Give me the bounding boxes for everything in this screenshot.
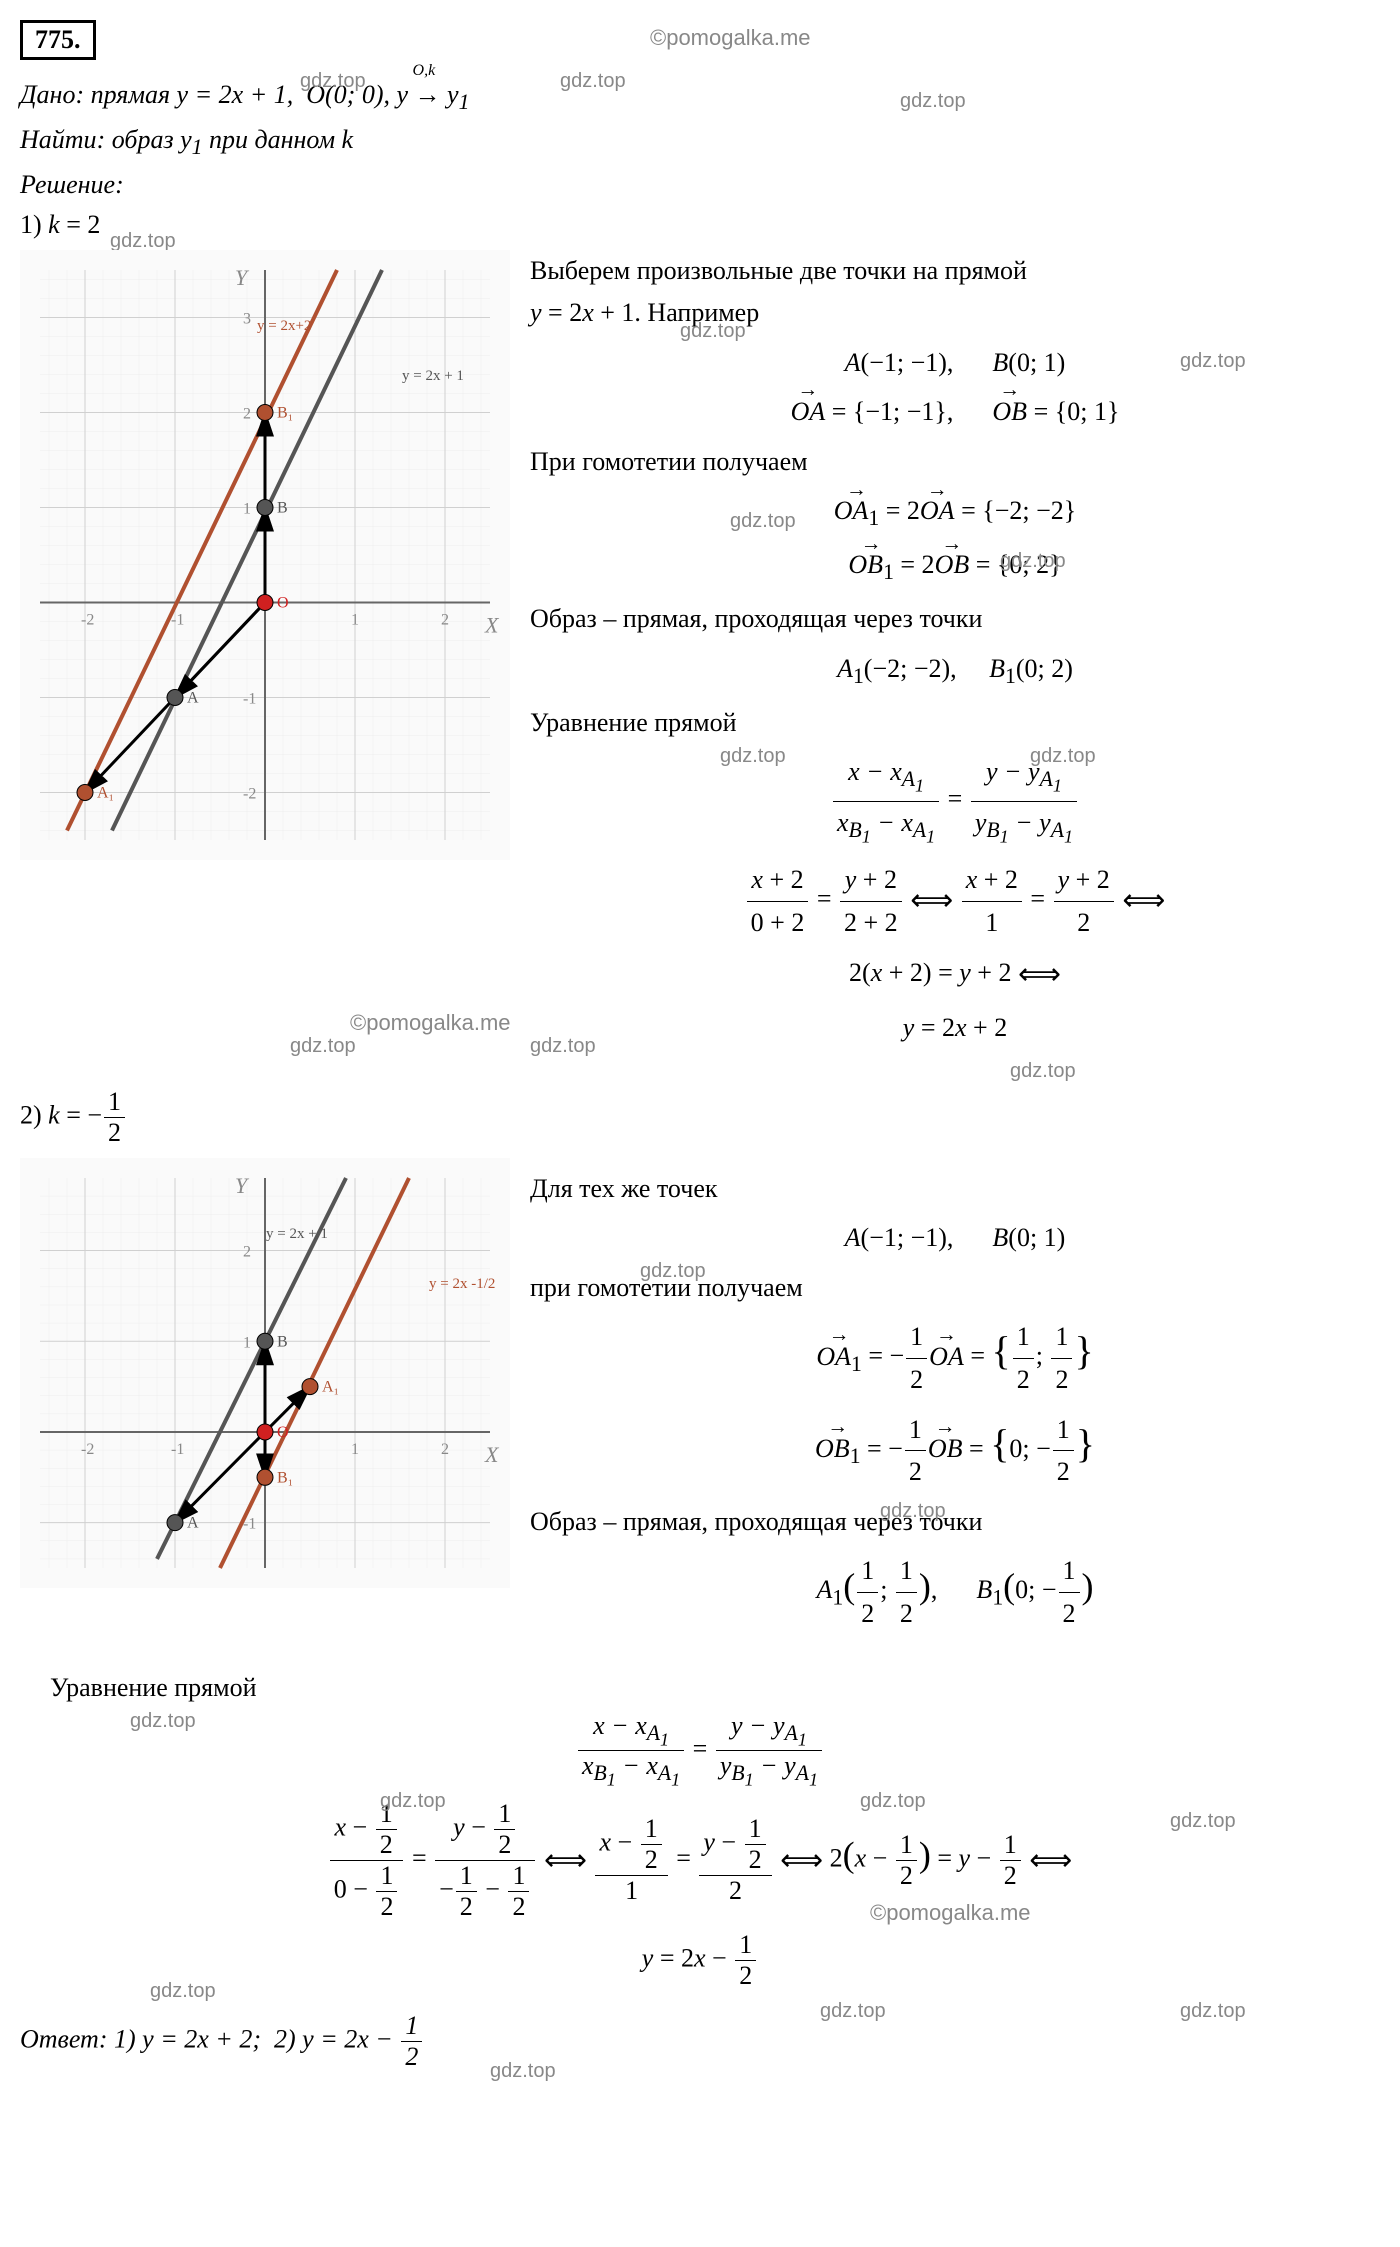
svg-text:X: X [484, 613, 500, 638]
case2-eq1: x − xA1xB1 − xA1 = y − yA1yB1 − yA1 [20, 1711, 1380, 1791]
watermark-gdz: gdz.top [1010, 1060, 1076, 1083]
svg-text:y = 2x -1/2: y = 2x -1/2 [429, 1276, 495, 1292]
watermark-pomo: ©pomogalka.me [650, 25, 811, 51]
svg-text:O: O [277, 1424, 289, 1441]
case2-graph: -2-112-112XYy = 2x + 1y = 2x -1/2OBAA₁B₁ [20, 1158, 510, 1643]
svg-text:2: 2 [243, 1243, 251, 1260]
svg-text:1: 1 [243, 501, 251, 518]
given-line: Дано: прямая y = 2x + 1, O(0; 0), y →O,k… [20, 80, 1380, 115]
svg-text:3: 3 [243, 311, 251, 328]
svg-text:-2: -2 [243, 786, 256, 803]
case2-eq3: y = 2x − 12 [20, 1930, 1380, 1991]
svg-text:1: 1 [243, 1334, 251, 1351]
svg-text:1: 1 [351, 1441, 359, 1458]
svg-text:-1: -1 [243, 691, 256, 708]
case2-eq2: x − 12 0 − 12 = y − 12 −12 − 12 ⟺ x − 12… [20, 1799, 1380, 1922]
problem-number: 775. [20, 20, 96, 60]
svg-text:B: B [277, 500, 288, 517]
svg-text:2: 2 [441, 612, 449, 629]
find-line: Найти: образ y1 при данном k [20, 125, 1380, 160]
svg-text:B: B [277, 1333, 288, 1350]
svg-text:O: O [277, 595, 289, 612]
svg-text:2: 2 [243, 406, 251, 423]
svg-text:B₁: B₁ [277, 405, 293, 422]
svg-text:y = 2x+2: y = 2x+2 [257, 318, 311, 334]
svg-text:1: 1 [351, 612, 359, 629]
svg-text:-2: -2 [81, 612, 94, 629]
answer-line: Ответ: 1) y = 2x + 2; 2) y = 2x − 12 [20, 2011, 1380, 2072]
svg-text:A: A [187, 1514, 199, 1531]
svg-text:y = 2x + 1: y = 2x + 1 [266, 1226, 328, 1242]
svg-text:2: 2 [441, 1441, 449, 1458]
svg-text:A₁: A₁ [322, 1378, 339, 1395]
solution-label: Решение: [20, 170, 1380, 200]
case2-text: Для тех же точек A(−1; −1), B(0; 1) при … [530, 1158, 1380, 1643]
case1-graph: -2-112-2-1123XYy = 2x+2y = 2x + 1OBB₁AA₁ [20, 250, 510, 1056]
svg-text:A: A [187, 690, 199, 707]
svg-text:A₁: A₁ [97, 785, 114, 802]
case2-eq-label: Уравнение прямой [50, 1673, 1380, 1703]
svg-text:-1: -1 [171, 1441, 184, 1458]
svg-text:-2: -2 [81, 1441, 94, 1458]
case1-label: 1) k = 2 [20, 210, 1380, 240]
svg-text:y = 2x + 1: y = 2x + 1 [402, 368, 464, 384]
case2-label: 2) k = −12 [20, 1087, 1380, 1148]
svg-text:X: X [484, 1442, 500, 1467]
svg-text:B₁: B₁ [277, 1469, 293, 1486]
case1-text: Выберем произвольные две точки на прямой… [530, 250, 1380, 1056]
